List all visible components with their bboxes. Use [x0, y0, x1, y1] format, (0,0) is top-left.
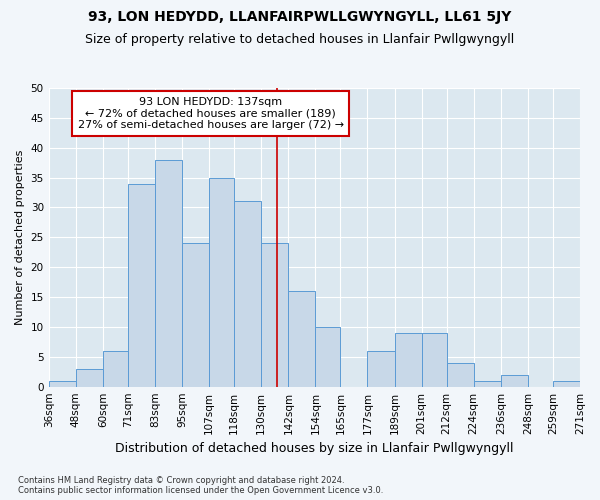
Bar — [289, 291, 316, 386]
Bar — [155, 160, 182, 386]
Bar — [553, 380, 580, 386]
Text: 93 LON HEDYDD: 137sqm
← 72% of detached houses are smaller (189)
27% of semi-det: 93 LON HEDYDD: 137sqm ← 72% of detached … — [77, 97, 344, 130]
Bar — [209, 178, 234, 386]
Bar — [234, 202, 261, 386]
Bar — [128, 184, 155, 386]
Bar — [261, 244, 289, 386]
Bar — [474, 380, 501, 386]
Bar — [501, 374, 528, 386]
Bar — [395, 333, 422, 386]
Bar — [422, 333, 446, 386]
Text: Size of property relative to detached houses in Llanfair Pwllgwyngyll: Size of property relative to detached ho… — [85, 32, 515, 46]
Text: 93, LON HEDYDD, LLANFAIRPWLLGWYNGYLL, LL61 5JY: 93, LON HEDYDD, LLANFAIRPWLLGWYNGYLL, LL… — [88, 10, 512, 24]
Text: Contains HM Land Registry data © Crown copyright and database right 2024.
Contai: Contains HM Land Registry data © Crown c… — [18, 476, 383, 495]
Bar — [316, 327, 340, 386]
Bar — [76, 369, 103, 386]
Bar — [446, 363, 474, 386]
Y-axis label: Number of detached properties: Number of detached properties — [15, 150, 25, 325]
Bar — [49, 380, 76, 386]
Bar — [103, 351, 128, 386]
X-axis label: Distribution of detached houses by size in Llanfair Pwllgwyngyll: Distribution of detached houses by size … — [115, 442, 514, 455]
Bar — [182, 244, 209, 386]
Bar — [367, 351, 395, 386]
